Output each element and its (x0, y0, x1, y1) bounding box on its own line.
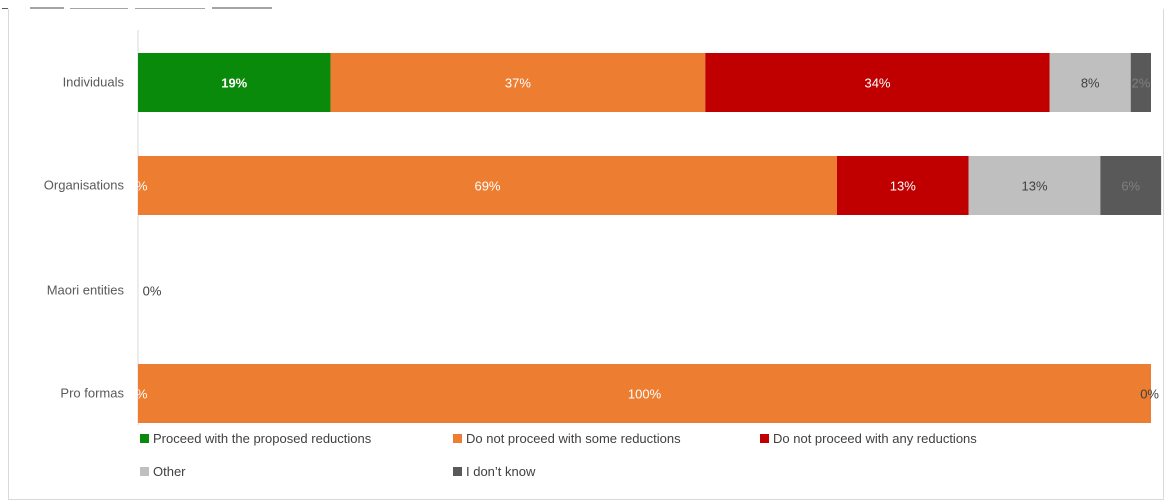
bar-segment (1130, 53, 1151, 112)
data-label: 6% (1121, 179, 1140, 194)
data-label: 69% (474, 179, 500, 194)
bar-segment (836, 156, 969, 215)
legend-item: Other (140, 464, 186, 479)
data-label: 37% (505, 76, 531, 91)
legend-swatch (760, 434, 769, 443)
category-label: Organisations (44, 178, 125, 193)
legend: Proceed with the proposed reductions Do n… (140, 431, 1140, 491)
category-label: Pro formas (60, 386, 124, 401)
data-label: 0% (129, 179, 148, 194)
legend-label: Do not proceed with some reductions (466, 431, 681, 446)
legend-label: Proceed with the proposed reductions (153, 431, 372, 446)
legend-item: I don’t know (453, 464, 535, 479)
bar-segment (705, 53, 1050, 112)
stacked-bar-chart: Individuals Organisations Maori entities Pr… (44, 30, 1162, 425)
data-label: 0% (143, 284, 162, 299)
clipped-title-strip (0, 0, 1165, 9)
data-label: 34% (864, 76, 890, 91)
data-label: 19% (221, 76, 247, 91)
data-label: 13% (890, 179, 916, 194)
bar-segment (330, 53, 706, 112)
data-label: 13% (1021, 179, 1047, 194)
legend-label: I don’t know (466, 464, 536, 479)
bar-segment (138, 364, 1151, 423)
chart-frame (8, 9, 1164, 500)
data-label: 0% (1140, 387, 1159, 402)
legend-swatch (140, 434, 149, 443)
legend-item: Do not proceed with any reductions (760, 431, 977, 446)
data-label: 100% (628, 387, 662, 402)
bar-segment (138, 156, 837, 215)
data-label: 8% (1081, 76, 1100, 91)
bar-segment (138, 53, 331, 112)
legend-swatch (453, 434, 462, 443)
bar-segment (968, 156, 1101, 215)
category-label: Individuals (63, 75, 125, 90)
legend-label: Do not proceed with any reductions (773, 431, 977, 446)
category-label: Maori entities (47, 283, 125, 298)
legend-label: Other (153, 464, 186, 479)
legend-swatch (453, 467, 462, 476)
legend-item: Do not proceed with some reductions (453, 431, 681, 446)
legend-item: Proceed with the proposed reductions (140, 431, 371, 446)
bar-segment (1049, 53, 1131, 112)
bar-segment (1100, 156, 1162, 215)
data-label: 2% (1131, 76, 1150, 91)
legend-swatch (140, 467, 149, 476)
data-label: 0% (129, 387, 148, 402)
